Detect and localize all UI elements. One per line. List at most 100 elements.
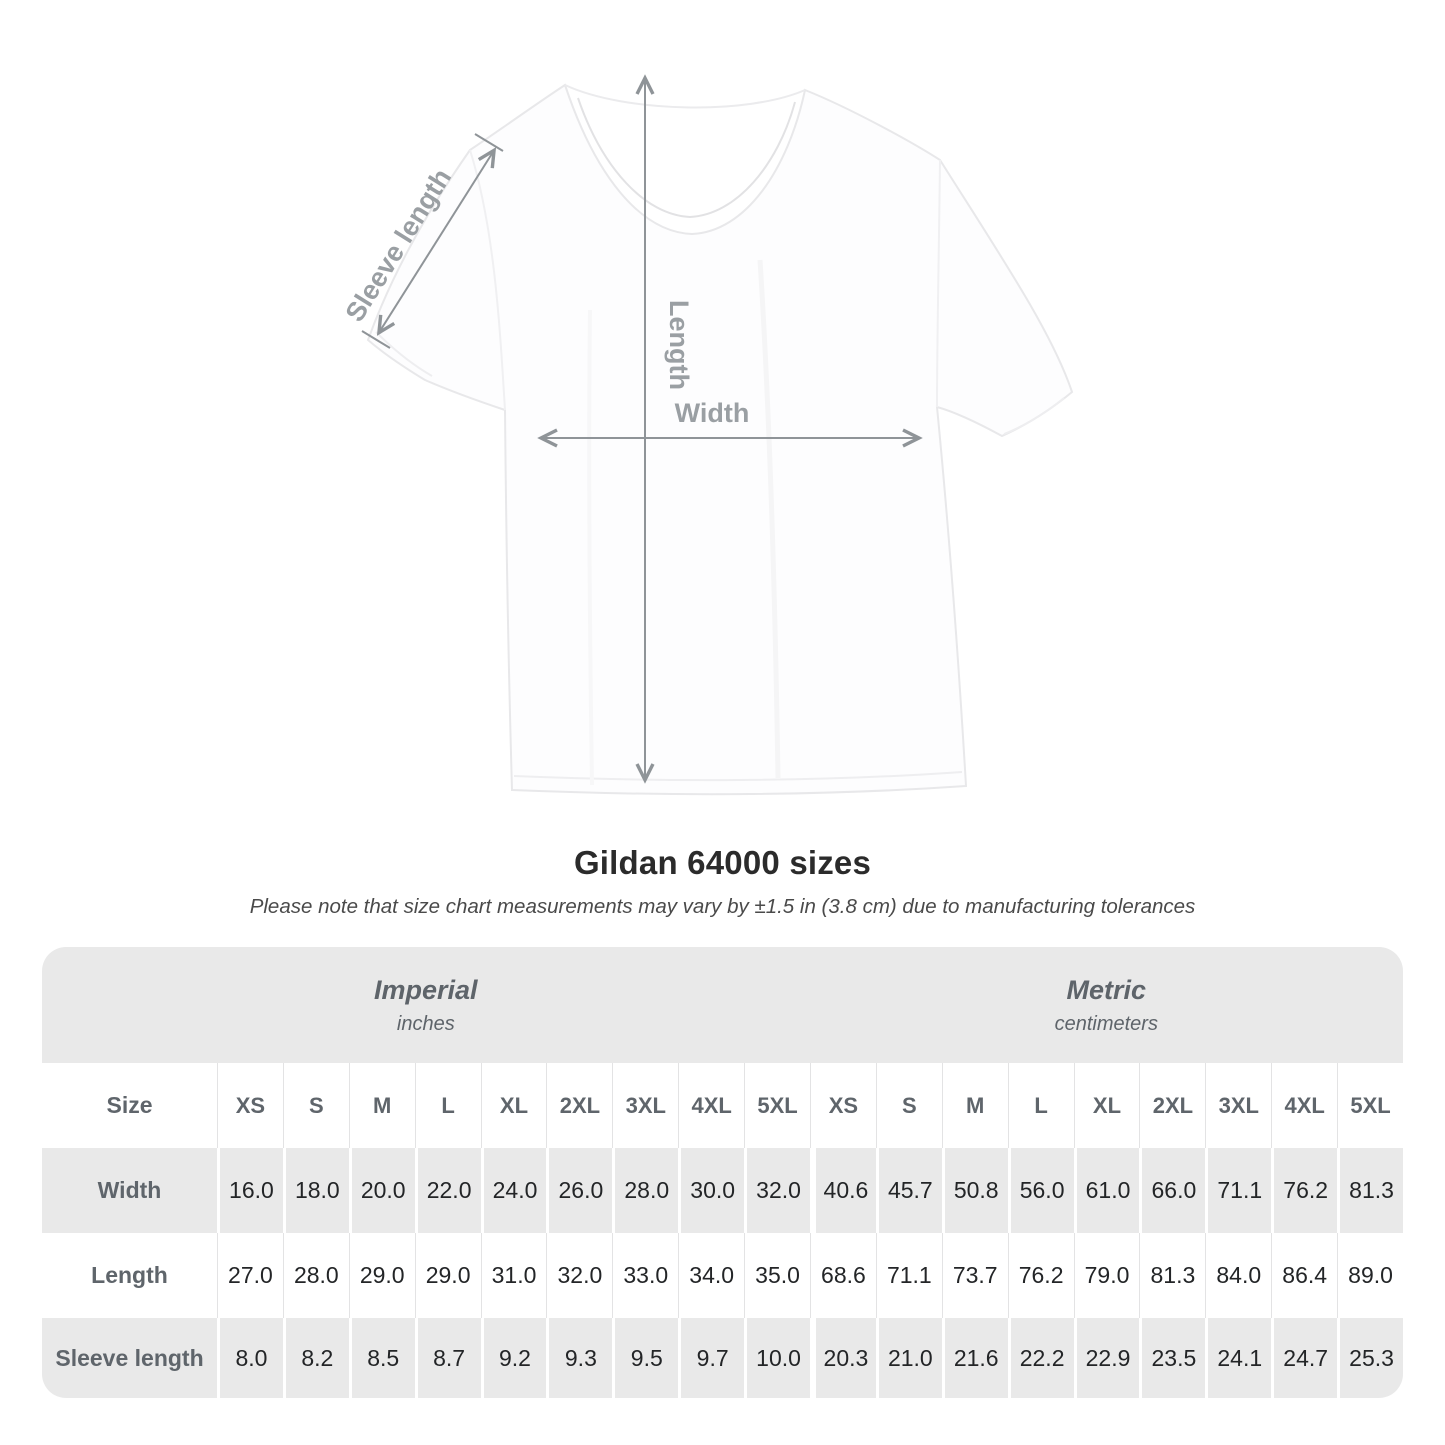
tshirt-shape xyxy=(366,83,1074,796)
sleeve-imperial-value: 8.2 xyxy=(282,1318,349,1398)
width-metric-value: 45.7 xyxy=(875,1148,942,1233)
imperial-size-header: 2XL xyxy=(546,1063,612,1148)
left-sleeve-hem xyxy=(375,331,433,377)
tshirt-illustration: Sleeve length Length Width xyxy=(340,74,1074,796)
width-metric-value: 71.1 xyxy=(1205,1148,1271,1233)
width-metric-value: 40.6 xyxy=(809,1148,876,1233)
sleeve-metric-value: 23.5 xyxy=(1139,1318,1205,1398)
metric-unit: centimeters xyxy=(1054,1012,1158,1035)
metric-size-header: XL xyxy=(1073,1063,1140,1148)
width-metric-value: 66.0 xyxy=(1139,1148,1205,1233)
length-metric-value: 89.0 xyxy=(1337,1233,1403,1318)
width-imperial-value: 28.0 xyxy=(612,1148,678,1233)
sleeve-tick-bottom xyxy=(361,330,391,349)
collar-seam xyxy=(577,97,796,219)
page-title: Gildan 64000 sizes xyxy=(573,844,872,881)
metric-size-header: S xyxy=(875,1063,942,1148)
sleeve-imperial-value: 8.5 xyxy=(348,1318,415,1398)
width-imperial-value: 20.0 xyxy=(348,1148,415,1233)
fabric-fold xyxy=(587,309,594,786)
sleeve-length-row: Sleeve length 8.0 8.2 8.5 8.7 9.2 9.3 9.… xyxy=(42,1318,1403,1398)
sleeve-arrow xyxy=(376,147,497,336)
right-armhole-seam xyxy=(936,159,941,408)
imperial-size-header: M xyxy=(348,1063,415,1148)
length-imperial-value: 33.0 xyxy=(612,1233,678,1318)
sleeve-dimension xyxy=(361,133,504,349)
row-label: Length xyxy=(91,1262,168,1288)
sleeve-imperial-value: 9.2 xyxy=(480,1318,547,1398)
metric-size-header: L xyxy=(1007,1063,1074,1148)
fabric-fold xyxy=(757,259,781,779)
length-imperial-value: 28.0 xyxy=(282,1233,349,1318)
length-imperial-value: 32.0 xyxy=(546,1233,612,1318)
length-metric-value: 84.0 xyxy=(1205,1233,1271,1318)
length-imperial-value: 29.0 xyxy=(348,1233,415,1318)
sleeve-metric-value: 25.3 xyxy=(1337,1318,1403,1398)
sleeve-metric-value: 24.7 xyxy=(1271,1318,1337,1398)
length-imperial-value: 31.0 xyxy=(480,1233,547,1318)
metric-size-header: 4XL xyxy=(1271,1063,1337,1148)
length-metric-value: 73.7 xyxy=(941,1233,1008,1318)
length-label: Length xyxy=(664,300,694,390)
width-imperial-value: 24.0 xyxy=(480,1148,547,1233)
sleeve-imperial-value: 9.5 xyxy=(612,1318,678,1398)
metric-size-header: 5XL xyxy=(1337,1063,1403,1148)
length-imperial-value: 35.0 xyxy=(744,1233,810,1318)
metric-size-header: 2XL xyxy=(1139,1063,1205,1148)
back-neckline xyxy=(564,84,806,109)
sleeve-tick-top xyxy=(474,133,504,152)
metric-section-header: Metric centimeters xyxy=(810,947,1403,1063)
length-metric-value: 68.6 xyxy=(809,1233,876,1318)
imperial-section-header: Imperial inches xyxy=(42,947,810,1063)
width-metric-value: 61.0 xyxy=(1073,1148,1140,1233)
size-corner-label: Size xyxy=(106,1092,153,1118)
size-header-row: Size XS S M L XL 2XL 3XL 4XL 5XL XS S M … xyxy=(42,1063,1403,1148)
length-imperial-value: 34.0 xyxy=(678,1233,744,1318)
width-imperial-value: 22.0 xyxy=(414,1148,481,1233)
tshirt-measurement-diagram: Sleeve length Length Width xyxy=(340,50,1110,830)
width-imperial-value: 16.0 xyxy=(217,1148,283,1233)
width-imperial-value: 32.0 xyxy=(744,1148,810,1233)
sleeve-imperial-value: 8.7 xyxy=(414,1318,481,1398)
imperial-size-header: S xyxy=(282,1063,349,1148)
sleeve-metric-value: 22.2 xyxy=(1007,1318,1074,1398)
length-metric-value: 71.1 xyxy=(875,1233,942,1318)
width-metric-value: 56.0 xyxy=(1007,1148,1074,1233)
length-imperial-value: 29.0 xyxy=(414,1233,481,1318)
sleeve-imperial-value: 9.3 xyxy=(546,1318,612,1398)
tolerance-note: Please note that size chart measurements… xyxy=(249,895,1196,918)
metric-size-header: M xyxy=(941,1063,1008,1148)
sleeve-imperial-value: 8.0 xyxy=(217,1318,283,1398)
imperial-size-header: 5XL xyxy=(744,1063,810,1148)
imperial-size-header: L xyxy=(414,1063,481,1148)
width-imperial-value: 26.0 xyxy=(546,1148,612,1233)
imperial-size-header: XL xyxy=(480,1063,547,1148)
bottom-hem xyxy=(513,771,963,782)
imperial-unit: inches xyxy=(396,1012,455,1035)
width-label: Width xyxy=(675,398,750,428)
sleeve-metric-value: 20.3 xyxy=(809,1318,876,1398)
width-metric-value: 76.2 xyxy=(1271,1148,1337,1233)
width-imperial-value: 30.0 xyxy=(678,1148,744,1233)
right-sleeve-hem xyxy=(1003,397,1065,435)
width-metric-value: 81.3 xyxy=(1337,1148,1403,1233)
length-metric-value: 81.3 xyxy=(1139,1233,1205,1318)
sleeve-metric-value: 21.6 xyxy=(941,1318,1008,1398)
width-metric-value: 50.8 xyxy=(941,1148,1008,1233)
sleeve-metric-value: 24.1 xyxy=(1205,1318,1271,1398)
row-label: Width xyxy=(97,1177,162,1203)
length-row: Length 27.0 28.0 29.0 29.0 31.0 32.0 33.… xyxy=(42,1233,1403,1318)
imperial-size-header: 4XL xyxy=(678,1063,744,1148)
length-metric-value: 86.4 xyxy=(1271,1233,1337,1318)
sleeve-imperial-value: 9.7 xyxy=(678,1318,744,1398)
sleeve-metric-value: 21.0 xyxy=(875,1318,942,1398)
size-chart-table: Imperial inches Metric centimeters Size … xyxy=(42,947,1403,1398)
width-row: Width 16.0 18.0 20.0 22.0 24.0 26.0 28.0… xyxy=(42,1148,1403,1233)
imperial-size-header: 3XL xyxy=(612,1063,678,1148)
imperial-title: Imperial xyxy=(374,974,478,1005)
metric-size-header: XS xyxy=(809,1063,876,1148)
length-metric-value: 79.0 xyxy=(1073,1233,1140,1318)
sleeve-metric-value: 22.9 xyxy=(1073,1318,1140,1398)
sleeve-imperial-value: 10.0 xyxy=(744,1318,810,1398)
width-imperial-value: 18.0 xyxy=(282,1148,349,1233)
